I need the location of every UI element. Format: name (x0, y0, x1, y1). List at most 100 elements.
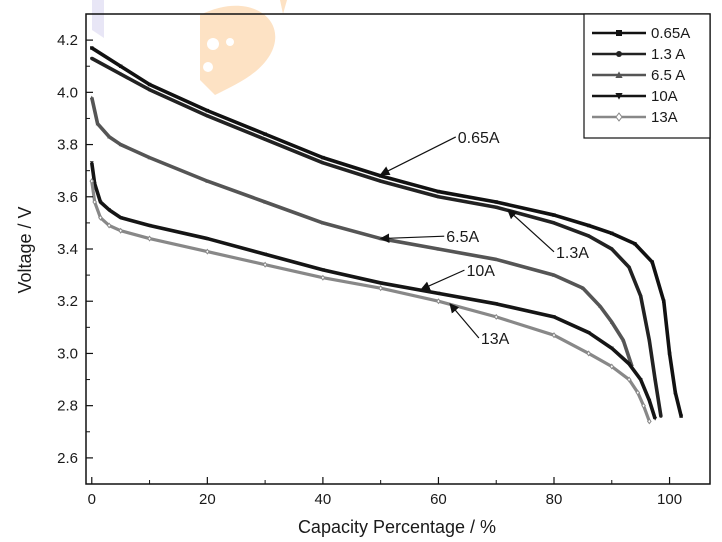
data-point (586, 350, 591, 357)
legend-entry: 13A (592, 109, 678, 126)
data-point (95, 121, 100, 126)
legend-marker (615, 112, 623, 122)
data-point (609, 363, 615, 370)
data-point (378, 174, 383, 178)
data-point (90, 46, 94, 50)
data-point (205, 179, 210, 183)
watermark-logo (92, 0, 287, 95)
data-point (98, 214, 103, 221)
data-point (205, 108, 210, 113)
annotation-label: 10A (466, 263, 495, 280)
data-point (321, 155, 325, 160)
data-point (147, 88, 152, 92)
data-point (118, 216, 123, 220)
data-point (610, 247, 614, 251)
x-tick-label: 20 (199, 491, 216, 508)
data-point (436, 298, 441, 305)
annotations-layer: 0.65A 6.5A 1.3A 10A 13A (379, 130, 589, 348)
data-point (673, 390, 678, 395)
annotation-1-3a: 1.3A (507, 209, 589, 262)
legend-entry: 1.3 A (592, 46, 685, 63)
data-point (147, 82, 152, 87)
x-tick-label: 100 (657, 491, 682, 508)
data-point (627, 265, 631, 269)
annotation-arrow (379, 136, 457, 176)
data-point (598, 304, 603, 309)
data-point (653, 377, 657, 382)
data-point (378, 281, 383, 285)
data-point (586, 234, 591, 238)
data-point (263, 132, 267, 136)
data-point (610, 231, 614, 236)
annotation-arrow (420, 269, 465, 291)
data-point (107, 134, 112, 139)
legend-marker (615, 93, 623, 100)
y-tick-label: 3.4 (57, 241, 78, 258)
data-point (662, 299, 666, 303)
series-line (89, 162, 657, 420)
data-point (635, 389, 641, 396)
data-point (493, 313, 499, 320)
data-point (147, 235, 152, 242)
data-point (494, 200, 498, 204)
data-point (551, 332, 557, 339)
data-point (205, 248, 210, 255)
data-point (92, 198, 97, 206)
data-point (107, 208, 112, 212)
data-point (653, 417, 658, 421)
data-point (436, 195, 441, 199)
y-tick-label: 3.2 (57, 293, 78, 310)
series-0.65a (90, 46, 683, 418)
data-point (320, 220, 325, 225)
data-point (626, 376, 632, 383)
legend-label: 13A (651, 109, 678, 126)
data-point (205, 236, 210, 241)
data-point (436, 189, 441, 194)
x-axis-title: Capacity Percentage / % (298, 517, 496, 537)
data-point (494, 205, 498, 209)
annotation-label: 1.3A (556, 245, 589, 262)
legend-label: 0.65A (651, 25, 690, 42)
x-tick-label: 80 (546, 491, 563, 508)
data-point (586, 330, 591, 335)
data-point (263, 200, 268, 204)
data-point (627, 362, 632, 366)
y-tick-label: 4.0 (57, 84, 78, 101)
legend-marker (616, 30, 622, 36)
data-point (118, 142, 123, 147)
legend-label: 6.5 A (651, 67, 685, 84)
data-point (263, 252, 268, 257)
data-point (320, 268, 325, 272)
annotation-6-5a: 6.5A (379, 229, 479, 246)
data-point (98, 200, 103, 204)
data-point (638, 377, 643, 382)
annotation-label: 13A (481, 331, 510, 348)
data-point (580, 286, 585, 290)
y-tick-label: 4.2 (57, 32, 78, 49)
series-1.3a (90, 56, 663, 418)
legend-label: 10A (651, 88, 678, 105)
data-point (659, 414, 663, 418)
data-point (436, 291, 441, 296)
annotation-arrow (449, 303, 480, 339)
y-tick-label: 3.8 (57, 137, 78, 154)
data-point (609, 320, 614, 324)
data-point (378, 285, 383, 292)
data-point (118, 227, 123, 234)
x-tick-label: 60 (430, 491, 447, 508)
data-point (494, 302, 499, 306)
series-10a (89, 161, 658, 421)
data-point (633, 242, 637, 246)
data-point (650, 260, 654, 264)
series-line (90, 46, 683, 417)
data-point (552, 315, 556, 319)
data-point (118, 64, 123, 68)
data-point (638, 294, 643, 298)
data-point (106, 222, 112, 229)
data-point (647, 338, 652, 343)
annotation-label: 6.5A (446, 229, 479, 246)
data-point (552, 221, 556, 225)
data-point (552, 213, 556, 217)
legend-entry: 6.5 A (592, 67, 685, 84)
